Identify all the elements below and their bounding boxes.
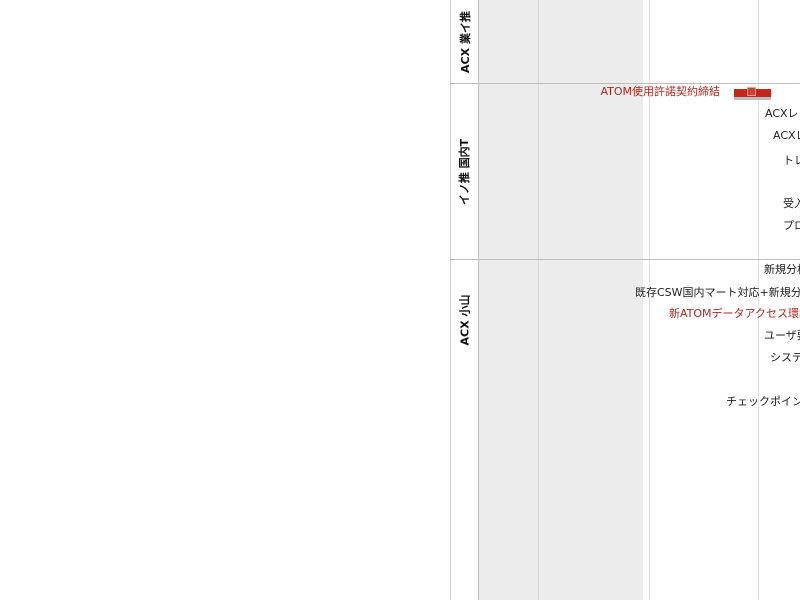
lane-label-acx-koyama: ACX 小山: [458, 294, 472, 346]
task-label[interactable]: 既存CSW国内マート対応+新規分析: [635, 286, 800, 299]
lane-label-acx-gyoi: ACX 業イ推: [458, 10, 472, 73]
lane-column-border: [450, 0, 451, 600]
lane-label-inosui-kokunai: イノ推 国内T: [458, 138, 472, 205]
task-label[interactable]: プロ: [783, 219, 800, 232]
task-label[interactable]: 新規分析: [764, 263, 800, 276]
task-label[interactable]: ACXレ: [773, 129, 800, 142]
task-label[interactable]: システ: [770, 351, 800, 364]
task-label[interactable]: トレ: [783, 154, 800, 167]
task-label[interactable]: ユーザ要: [764, 329, 800, 342]
task-label[interactable]: ACXレ: [765, 107, 799, 120]
grid-line: [649, 0, 650, 600]
lane-column-border: [478, 0, 479, 600]
lane-separator: [450, 83, 800, 84]
milestone-marker[interactable]: [747, 87, 756, 96]
grid-line: [538, 0, 539, 600]
task-label[interactable]: ATOM使用許諾契約締結: [600, 85, 720, 98]
shaded-period: [479, 0, 643, 600]
task-label[interactable]: 受入: [783, 197, 800, 210]
task-label[interactable]: チェックポイン: [726, 395, 800, 408]
task-label[interactable]: 新ATOMデータアクセス環境: [669, 307, 800, 320]
grid-line: [758, 0, 759, 600]
lane-separator: [450, 259, 800, 260]
blank-area: [0, 0, 450, 600]
